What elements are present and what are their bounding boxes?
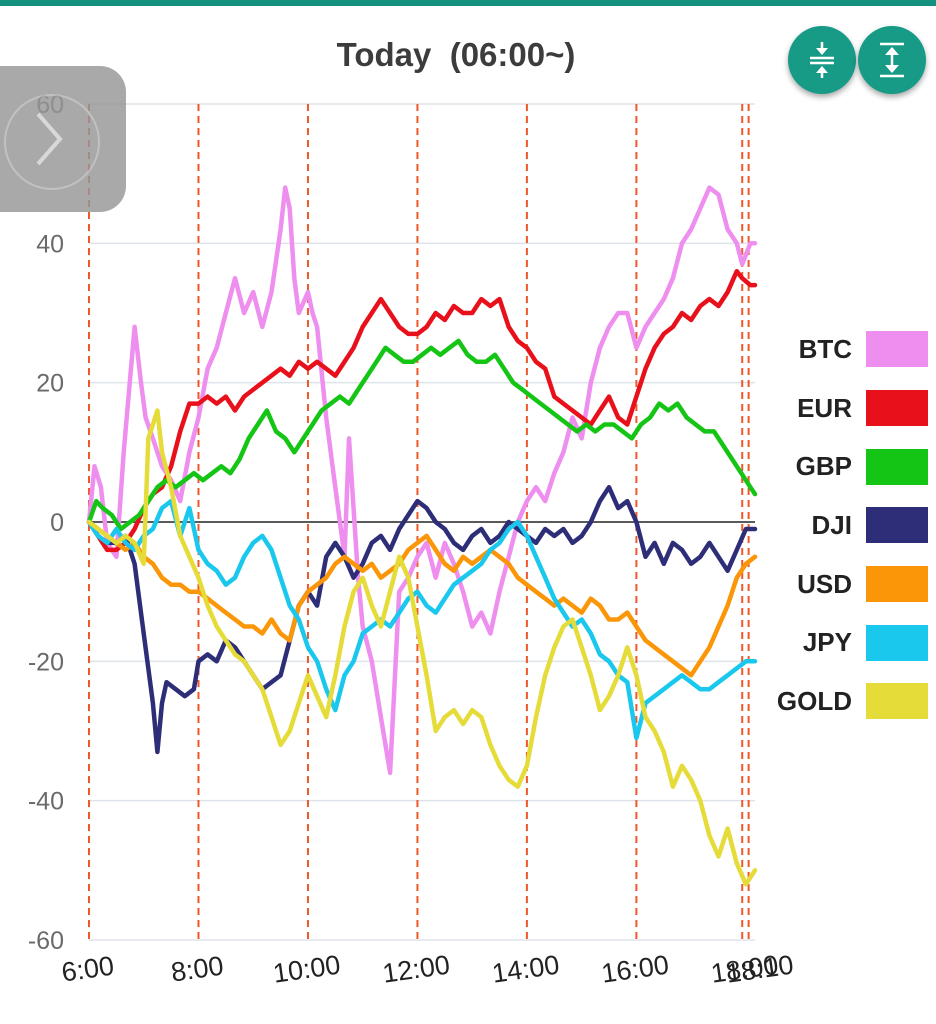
- legend-item-gold[interactable]: GOLD: [760, 672, 928, 731]
- series-lines: [86, 185, 758, 887]
- legend-item-eur[interactable]: EUR: [760, 379, 928, 438]
- expand-button[interactable]: [858, 26, 926, 94]
- legend-swatch: [866, 624, 928, 661]
- legend-label: DJI: [811, 509, 852, 540]
- legend-item-gbp[interactable]: GBP: [760, 437, 928, 496]
- chevron-right-icon: [36, 112, 63, 166]
- legend-swatch: [866, 331, 928, 368]
- y-axis-ticks: 6040200-20-40-60: [28, 91, 64, 955]
- y-tick-label: -40: [28, 788, 64, 816]
- series-line-btc: [86, 185, 758, 776]
- side-panel-toggle[interactable]: [0, 66, 126, 212]
- y-tick-label: 40: [36, 230, 64, 258]
- series-line-gbp: [86, 338, 758, 532]
- x-tick-label: 6:00: [60, 951, 116, 988]
- top-accent-bar: [0, 0, 936, 6]
- chart-title: Today (06:00~): [336, 36, 576, 73]
- legend-label: JPY: [802, 627, 852, 658]
- legend-item-jpy[interactable]: JPY: [760, 613, 928, 672]
- legend-swatch: [866, 683, 928, 720]
- series-line-eur: [86, 268, 758, 553]
- y-tick-label: -20: [28, 648, 64, 676]
- x-tick-label: 12:00: [381, 950, 452, 989]
- hour-markers: [88, 104, 750, 940]
- series-line-usd: [86, 519, 758, 678]
- y-tick-label: 20: [36, 370, 64, 398]
- x-tick-label: 10:00: [271, 950, 342, 989]
- legend-label: GOLD: [776, 685, 852, 716]
- series-line-gold: [86, 408, 758, 887]
- legend-swatch: [866, 390, 928, 427]
- legend-swatch: [866, 507, 928, 544]
- legend-label: EUR: [797, 392, 852, 423]
- vertical-compress-icon: [810, 42, 834, 78]
- legend-swatch: [866, 566, 928, 603]
- x-tick-label: 14:00: [490, 950, 561, 989]
- y-tick-label: -60: [28, 927, 64, 955]
- chart-legend: BTC EUR GBP DJI USD JPY GOLD: [760, 320, 928, 731]
- y-tick-label: 0: [50, 509, 64, 537]
- legend-label: USD: [797, 568, 852, 599]
- legend-item-dji[interactable]: DJI: [760, 496, 928, 555]
- series-line-dji: [86, 484, 758, 755]
- compress-button[interactable]: [788, 26, 856, 94]
- legend-item-btc[interactable]: BTC: [760, 320, 928, 379]
- vertical-expand-icon: [880, 42, 904, 78]
- legend-label: BTC: [798, 333, 852, 364]
- side-ring: [4, 94, 100, 190]
- x-tick-label: 16:00: [600, 950, 671, 989]
- legend-label: GBP: [795, 451, 852, 482]
- legend-swatch: [866, 448, 928, 485]
- x-tick-label: 8:00: [169, 951, 225, 988]
- legend-item-usd[interactable]: USD: [760, 555, 928, 614]
